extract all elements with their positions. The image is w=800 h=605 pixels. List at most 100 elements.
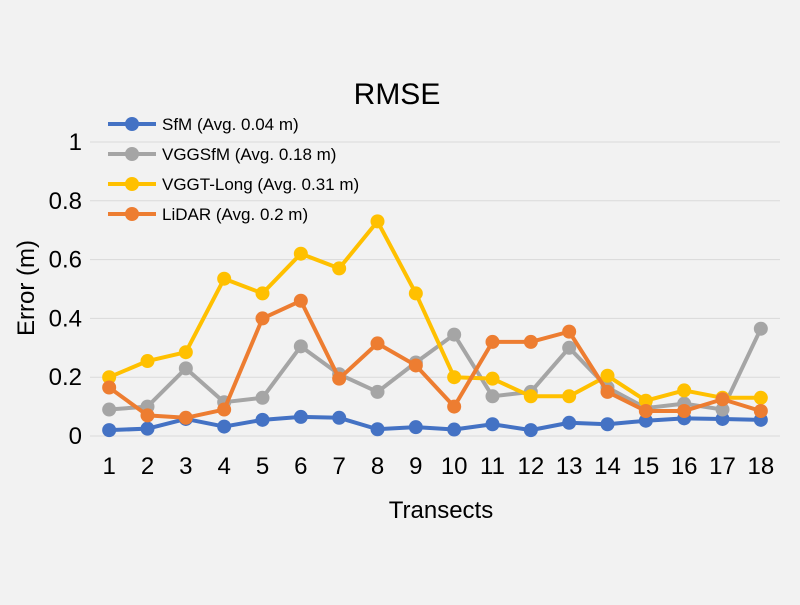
data-point	[447, 399, 462, 414]
y-tick-label: 0.2	[49, 364, 82, 391]
data-point	[485, 389, 500, 404]
y-axis-ticks: 0 0.2 0.4 0.6 0.8 1	[49, 129, 82, 450]
data-point	[255, 286, 270, 301]
x-tick-label: 15	[632, 453, 659, 480]
legend-label: LiDAR (Avg. 0.2 m)	[162, 205, 308, 224]
data-point	[562, 415, 577, 430]
data-point	[255, 390, 270, 405]
data-point	[753, 404, 768, 419]
x-tick-label: 13	[556, 453, 583, 480]
data-point	[178, 345, 193, 360]
data-point	[447, 370, 462, 385]
x-tick-label: 7	[332, 453, 345, 480]
data-point	[293, 246, 308, 261]
legend-item: SfM (Avg. 0.04 m)	[108, 115, 299, 134]
data-point	[485, 371, 500, 386]
y-tick-label: 0.8	[49, 188, 82, 215]
data-point	[523, 334, 538, 349]
x-tick-label: 6	[294, 453, 307, 480]
data-point	[715, 402, 730, 417]
series-line	[108, 219, 761, 403]
data-point	[140, 408, 155, 423]
legend-label: VGGSfM (Avg. 0.18 m)	[162, 145, 336, 164]
data-point	[332, 261, 347, 276]
data-point	[102, 402, 117, 417]
legend-label: VGGT-Long (Avg. 0.31 m)	[162, 175, 359, 194]
data-point	[562, 340, 577, 355]
data-point	[140, 421, 155, 436]
x-tick-label: 14	[594, 453, 621, 480]
data-point	[408, 420, 423, 435]
legend-label: SfM (Avg. 0.04 m)	[162, 115, 299, 134]
data-point	[447, 422, 462, 437]
x-tick-label: 3	[179, 453, 192, 480]
data-point	[217, 402, 232, 417]
data-point	[562, 389, 577, 404]
data-point	[523, 389, 538, 404]
data-point	[677, 383, 692, 398]
data-point	[715, 392, 730, 407]
chart-title: RMSE	[354, 78, 441, 111]
data-point	[370, 384, 385, 399]
x-tick-label: 1	[102, 453, 115, 480]
y-axis-label: Error (m)	[13, 240, 40, 336]
data-point	[562, 324, 577, 339]
legend-swatch-marker	[125, 207, 139, 221]
x-tick-label: 18	[747, 453, 774, 480]
x-tick-label: 10	[441, 453, 468, 480]
data-point	[293, 339, 308, 354]
x-tick-label: 17	[709, 453, 736, 480]
data-point	[485, 417, 500, 432]
x-tick-label: 9	[409, 453, 422, 480]
x-tick-label: 8	[371, 453, 384, 480]
x-tick-label: 5	[256, 453, 269, 480]
data-point	[370, 422, 385, 437]
series-4	[102, 293, 768, 425]
data-point	[102, 370, 117, 385]
data-point	[102, 423, 117, 438]
series-3	[102, 214, 768, 408]
legend-swatch-marker	[125, 117, 139, 131]
data-point	[332, 371, 347, 386]
data-point	[600, 368, 615, 383]
x-axis-ticks: 1 2 3 4 5 6 7 8 9 10 11 12 13 14 15 16 17 18	[102, 453, 774, 480]
legend: SfM (Avg. 0.04 m) VGGSfM (Avg. 0.18 m) VGG…	[108, 115, 359, 224]
data-point	[140, 354, 155, 369]
series-line	[109, 414, 761, 433]
x-tick-label: 4	[217, 453, 230, 480]
legend-swatch-marker	[125, 177, 139, 191]
y-tick-label: 0	[69, 423, 82, 450]
data-point	[178, 410, 193, 425]
x-tick-label: 16	[671, 453, 698, 480]
data-point	[485, 334, 500, 349]
data-point	[753, 321, 768, 336]
data-point	[753, 390, 768, 405]
series-layer	[102, 214, 768, 438]
data-point	[677, 404, 692, 419]
x-axis-label: Transects	[389, 497, 493, 524]
data-point	[102, 380, 117, 395]
data-point	[638, 393, 653, 408]
data-point	[600, 417, 615, 432]
data-point	[408, 358, 423, 373]
data-point	[600, 384, 615, 399]
x-tick-label: 12	[517, 453, 544, 480]
legend-item: LiDAR (Avg. 0.2 m)	[108, 205, 308, 224]
data-point	[370, 336, 385, 351]
legend-item: VGGT-Long (Avg. 0.31 m)	[108, 175, 359, 194]
data-point	[293, 293, 308, 308]
data-point	[408, 286, 423, 301]
data-point	[370, 214, 385, 229]
data-point	[332, 410, 347, 425]
data-point	[638, 413, 653, 428]
data-point	[255, 311, 270, 326]
data-point	[255, 412, 270, 427]
legend-item: VGGSfM (Avg. 0.18 m)	[108, 145, 336, 164]
data-point	[447, 327, 462, 342]
y-tick-label: 1	[69, 129, 82, 156]
data-point	[638, 404, 653, 419]
data-point	[293, 409, 308, 424]
x-tick-label: 2	[141, 453, 154, 480]
